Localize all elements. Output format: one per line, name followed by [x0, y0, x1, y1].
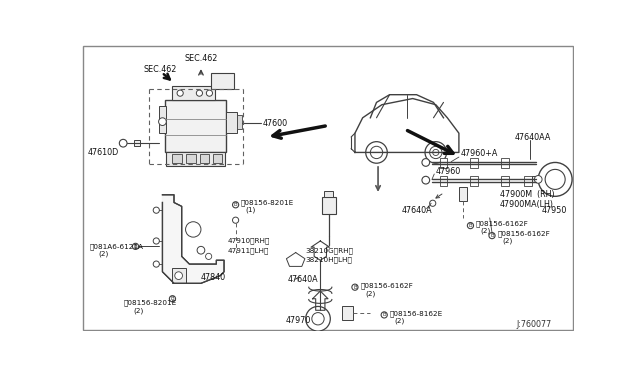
Text: J:760077: J:760077 — [516, 320, 552, 330]
Bar — [200, 154, 209, 163]
Text: 47610D: 47610D — [88, 148, 119, 157]
Bar — [342, 307, 353, 320]
Circle shape — [365, 142, 387, 163]
Circle shape — [489, 232, 495, 239]
Text: (2): (2) — [502, 238, 512, 244]
Circle shape — [153, 207, 159, 213]
Circle shape — [312, 312, 324, 325]
Circle shape — [119, 140, 127, 147]
Circle shape — [159, 118, 166, 125]
Circle shape — [306, 307, 330, 331]
Circle shape — [177, 90, 183, 96]
Text: 47960+A: 47960+A — [460, 150, 498, 158]
Text: (2): (2) — [365, 290, 376, 296]
Circle shape — [205, 253, 212, 260]
Text: 47640A: 47640A — [288, 275, 319, 284]
Circle shape — [232, 217, 239, 223]
Circle shape — [153, 261, 159, 267]
Text: 47950: 47950 — [542, 206, 568, 215]
Circle shape — [132, 243, 139, 250]
Text: B: B — [468, 223, 472, 228]
Text: B: B — [134, 244, 138, 249]
Circle shape — [429, 200, 436, 206]
Bar — [470, 158, 478, 168]
Text: Ⓑ08156-6162F: Ⓑ08156-6162F — [361, 282, 414, 289]
Text: 38210G〈RH〉: 38210G〈RH〉 — [305, 248, 353, 254]
Circle shape — [381, 312, 387, 318]
Text: (2): (2) — [394, 318, 404, 324]
Circle shape — [197, 246, 205, 254]
Text: 47600: 47600 — [262, 119, 287, 128]
Text: 47960: 47960 — [436, 167, 461, 176]
Bar — [322, 197, 336, 214]
Bar — [186, 154, 196, 163]
Circle shape — [186, 222, 201, 237]
Text: 38210H〈LH〉: 38210H〈LH〉 — [305, 256, 352, 263]
Bar — [237, 115, 242, 129]
Text: SEC.462: SEC.462 — [184, 54, 218, 63]
Text: B: B — [382, 312, 386, 317]
Circle shape — [153, 238, 159, 244]
Text: Ⓑ08156-8201E: Ⓑ08156-8201E — [124, 299, 177, 306]
Bar — [501, 158, 509, 168]
Text: 47910〈RH〉: 47910〈RH〉 — [228, 238, 270, 244]
Circle shape — [545, 169, 565, 189]
Text: (2): (2) — [133, 307, 143, 314]
Bar — [440, 158, 447, 168]
Circle shape — [538, 163, 572, 196]
Circle shape — [422, 158, 429, 166]
Bar — [324, 191, 333, 197]
Text: 47640AA: 47640AA — [515, 132, 550, 141]
Text: B: B — [171, 296, 174, 301]
Text: 47640A: 47640A — [401, 206, 432, 215]
Bar — [172, 154, 182, 163]
Bar — [532, 176, 538, 183]
Circle shape — [352, 284, 358, 290]
Bar — [459, 187, 467, 201]
Circle shape — [534, 176, 542, 183]
Polygon shape — [163, 195, 224, 283]
Text: Ⓑ08156-6162F: Ⓑ08156-6162F — [497, 230, 550, 237]
Text: Ⓑ081A6-6121A: Ⓑ081A6-6121A — [90, 243, 143, 250]
Bar — [227, 112, 237, 133]
Circle shape — [429, 146, 442, 158]
Bar — [159, 106, 166, 133]
Circle shape — [175, 272, 182, 279]
Text: 47911〈LH〉: 47911〈LH〉 — [228, 247, 269, 254]
Bar — [440, 176, 447, 186]
Bar — [212, 154, 221, 163]
Circle shape — [425, 142, 447, 163]
Text: 47970: 47970 — [285, 316, 311, 325]
Text: B: B — [353, 285, 356, 290]
Text: (2): (2) — [99, 251, 109, 257]
Text: (2): (2) — [481, 228, 491, 234]
Circle shape — [170, 296, 175, 302]
Bar — [524, 176, 532, 186]
Bar — [134, 140, 140, 146]
Circle shape — [206, 90, 212, 96]
Circle shape — [232, 202, 239, 208]
Bar — [211, 73, 234, 89]
Bar — [172, 268, 186, 283]
Circle shape — [371, 146, 383, 158]
Circle shape — [196, 90, 202, 96]
Bar — [172, 86, 215, 100]
Circle shape — [422, 176, 429, 184]
Text: Ⓑ08156-8201E: Ⓑ08156-8201E — [241, 199, 294, 206]
Circle shape — [433, 150, 439, 155]
Text: 47900MA(LH): 47900MA(LH) — [500, 199, 554, 209]
Bar — [501, 176, 509, 186]
Text: Ⓑ08156-8162E: Ⓑ08156-8162E — [390, 310, 443, 317]
Text: (1): (1) — [246, 207, 256, 214]
Text: 47900M  (RH): 47900M (RH) — [500, 190, 554, 199]
Text: B: B — [234, 202, 237, 207]
Text: SEC.462: SEC.462 — [143, 65, 177, 74]
Bar — [470, 176, 478, 186]
Text: B: B — [490, 233, 494, 238]
Bar — [164, 100, 227, 153]
Circle shape — [467, 222, 474, 229]
Text: Ⓑ08156-6162F: Ⓑ08156-6162F — [476, 220, 529, 227]
Bar — [166, 153, 225, 166]
Text: 47840: 47840 — [201, 273, 226, 282]
